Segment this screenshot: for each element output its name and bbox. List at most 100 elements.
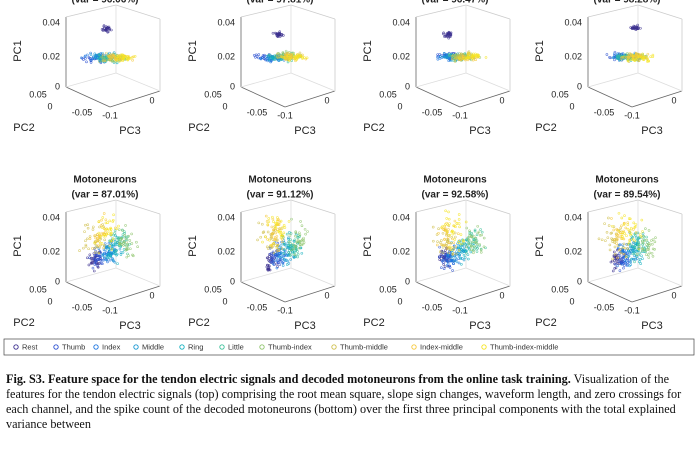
scatter-point (102, 243, 106, 247)
scatter-point (108, 58, 112, 62)
scatter-point (612, 250, 616, 254)
scatter-point (278, 35, 282, 38)
scatter-point (449, 241, 453, 245)
pc1-axis-label: PC1 (12, 235, 24, 256)
scatter-point (454, 252, 458, 256)
scatter-point (459, 242, 463, 246)
scatter-point (633, 59, 636, 62)
scatter-point (89, 53, 93, 56)
scatter-point (123, 234, 127, 237)
panel-variance: (var = 89.54%) (594, 190, 661, 201)
scatter-point (276, 216, 279, 219)
scatter-point (615, 227, 618, 231)
scatter-point (277, 248, 280, 251)
pc2-axis-label: PC2 (363, 317, 384, 329)
panel-variance: (var = 96.06%) (72, 0, 139, 6)
scatter-point (296, 250, 299, 253)
scatter-point (628, 259, 631, 262)
scatter-point (105, 227, 109, 231)
scatter-point (616, 264, 619, 268)
scatter-point (285, 232, 289, 236)
scatter-point (283, 226, 287, 229)
scatter-point (96, 57, 100, 61)
scatter-point (482, 245, 486, 249)
scatter-point (455, 57, 458, 60)
scatter-point (107, 248, 111, 251)
pc3-tick-label: -0.1 (624, 110, 640, 120)
scatter-point (439, 55, 442, 58)
pc2-tick-label: 0 (222, 296, 227, 306)
scatter-point (468, 52, 472, 55)
scatter-point (446, 261, 450, 265)
scatter-point (267, 58, 271, 62)
scatter-point (96, 257, 100, 261)
scatter-point (610, 217, 613, 220)
scatter-point (603, 222, 606, 225)
scatter-point (113, 229, 117, 232)
axis-edge (459, 90, 511, 108)
axis-edge (109, 90, 161, 108)
scatter-point (431, 225, 435, 229)
pc2-tick-label: -0.05 (594, 302, 615, 312)
scatter-point (90, 58, 93, 62)
scatter-point (647, 256, 651, 259)
scatter-point (463, 245, 466, 249)
pc3-tick-label: -0.1 (102, 110, 118, 120)
scatter-point (294, 248, 298, 252)
scatter-point (125, 255, 129, 259)
scatter-point (282, 231, 286, 235)
scatter-point (651, 53, 655, 57)
scatter-point (93, 241, 96, 245)
scatter-point (91, 266, 95, 270)
scatter-point (127, 254, 130, 257)
scatter-point (638, 251, 642, 255)
scatter-point (651, 55, 655, 58)
scatter-point (89, 51, 92, 55)
axis-edge (65, 267, 117, 283)
scatter-point (637, 260, 641, 263)
pc3-axis-label: PC3 (469, 125, 490, 137)
scatter-point (458, 253, 461, 257)
scatter-point (115, 59, 118, 62)
scatter-point (273, 259, 276, 263)
scatter-point (103, 238, 106, 242)
scatter-point (615, 260, 619, 264)
scatter-point (275, 219, 279, 223)
scatter-point (469, 244, 473, 247)
legend-marker (53, 344, 59, 350)
axis-edge (587, 72, 639, 88)
scatter-point (618, 52, 622, 56)
scatter-point (281, 240, 284, 244)
pc3-axis-label: PC3 (641, 125, 662, 137)
scatter-point (611, 56, 615, 60)
scatter-point (457, 232, 460, 235)
scatter-point (95, 237, 99, 240)
pc1-axis-label: PC1 (534, 235, 546, 256)
scatter-point (108, 252, 112, 255)
scatter-point (93, 234, 96, 237)
scatter-point (257, 221, 261, 225)
axis-edge (415, 281, 461, 303)
scatter-point (86, 237, 89, 241)
scatter-point (298, 246, 301, 250)
scatter-point (647, 229, 651, 232)
scatter-point (611, 240, 615, 244)
scatter-point (635, 238, 639, 242)
scatter-point (275, 239, 279, 242)
pc3-tick-label: -0.1 (102, 305, 118, 315)
scatter-point (448, 233, 452, 237)
scatter-point (105, 232, 109, 236)
scatter-point (447, 228, 450, 231)
scatter-point (440, 239, 443, 242)
plot-panel: Motoneurons(var = 92.58%)0.040.0200.050-… (362, 175, 511, 332)
scatter-point (649, 55, 653, 59)
pc2-tick-label: 0 (47, 101, 52, 111)
scatter-point (650, 239, 653, 242)
scatter-point (444, 209, 447, 213)
scatter-point (435, 243, 439, 247)
scatter-point (445, 263, 449, 267)
scatter-point (301, 57, 304, 60)
scatter-point (131, 253, 134, 257)
scatter-point (271, 262, 275, 266)
pc1-tick-label: 0.04 (564, 17, 582, 27)
